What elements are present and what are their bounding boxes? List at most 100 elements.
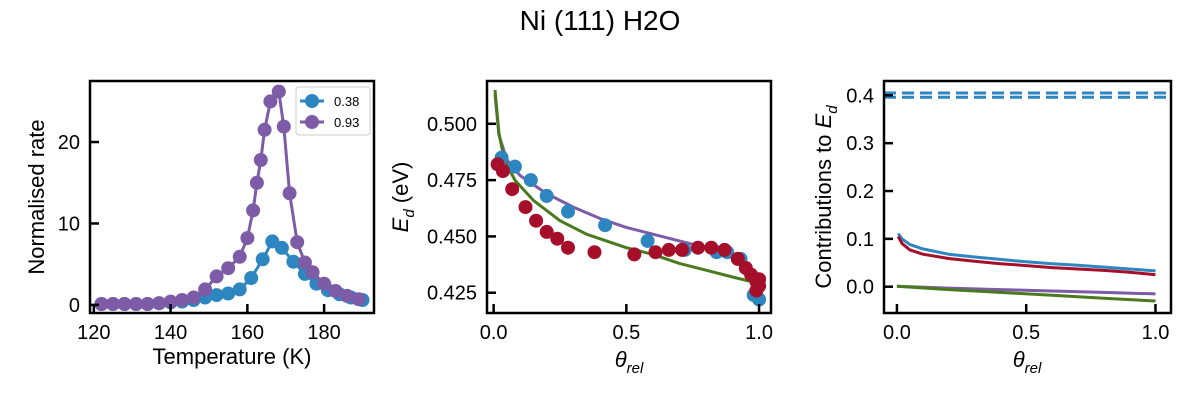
x-tick-label-1: 0.5 bbox=[1012, 322, 1040, 344]
data-point-s0-13 bbox=[244, 271, 259, 285]
x-axis-label: Temperature (K) bbox=[153, 344, 312, 369]
data-point-s1-1 bbox=[106, 297, 120, 311]
panel-ed-vs-theta: 0.0 0.5 1.0 0.425 0.450 0.475 0.500 θrel Ed (e… bbox=[388, 79, 773, 377]
legend-marker-0 bbox=[305, 94, 319, 108]
axis-ticks: 0.0 0.5 1.0 0.425 0.450 0.475 0.500 bbox=[427, 114, 773, 344]
data-point-s1-13 bbox=[240, 231, 255, 246]
scatter-point-s1-13 bbox=[691, 240, 705, 255]
scatter-point-s1-16 bbox=[730, 251, 745, 266]
data-point-s1-26 bbox=[328, 284, 343, 298]
panel-contributions: 0.0 0.5 1.0 0.0 0.1 0.2 0.3 0.4 θrel Contributi… bbox=[811, 79, 1173, 377]
data-point-s1-27 bbox=[340, 288, 355, 303]
scatter-point-s1-3 bbox=[518, 200, 533, 215]
x-tick-label-1: 0.5 bbox=[612, 322, 640, 344]
y-tick-label-0: 0.425 bbox=[427, 283, 477, 305]
plot-area bbox=[884, 91, 1171, 303]
data-point-s1-8 bbox=[186, 290, 201, 305]
x-axis-label: θrel bbox=[615, 347, 644, 377]
x-tick-label-2: 1.0 bbox=[745, 322, 773, 344]
series-line-1 bbox=[493, 89, 760, 286]
y-axis-label: Normalised rate bbox=[24, 119, 49, 274]
y-tick-label-2: 0.2 bbox=[846, 181, 874, 203]
data-point-s1-20 bbox=[276, 119, 291, 134]
scatter-point-s1-8 bbox=[587, 245, 602, 260]
x-tick-label-0: 0.0 bbox=[480, 322, 508, 344]
data-point-s1-11 bbox=[221, 261, 236, 276]
data-point-s1-22 bbox=[290, 235, 305, 250]
scatter-point-s1-12 bbox=[675, 242, 690, 257]
scatter-point-s1-6 bbox=[550, 231, 565, 246]
plot-area bbox=[94, 84, 370, 311]
data-point-s1-18 bbox=[263, 94, 278, 109]
series-line-3 bbox=[896, 284, 1156, 303]
scatter-point-s1-22 bbox=[749, 283, 764, 298]
series-line-1 bbox=[896, 235, 1156, 277]
y-axis-label: Ed (eV) bbox=[388, 162, 418, 233]
scatter-point-s1-10 bbox=[648, 245, 663, 260]
scatter-point-s1-5 bbox=[539, 224, 554, 239]
data-point-s0-12 bbox=[232, 282, 247, 297]
legend-label-1: 0.93 bbox=[334, 115, 359, 130]
data-point-s1-25 bbox=[317, 276, 332, 291]
y-tick-label-4: 0.4 bbox=[846, 85, 874, 107]
y-tick-label-2: 20 bbox=[58, 132, 80, 154]
y-tick-label-1: 0.1 bbox=[846, 229, 874, 251]
data-point-s1-12 bbox=[232, 249, 247, 264]
data-point-s1-15 bbox=[249, 175, 264, 190]
data-point-s1-9 bbox=[198, 282, 213, 297]
data-point-s0-16 bbox=[274, 240, 289, 255]
x-tick-label-0: 0.0 bbox=[883, 322, 911, 344]
legend: 0.38 0.93 bbox=[295, 86, 371, 136]
scatter-point-s1-9 bbox=[627, 247, 642, 262]
data-point-s1-24 bbox=[305, 265, 320, 280]
scatter-point-s0-3 bbox=[539, 188, 554, 203]
plot-area bbox=[490, 89, 767, 307]
data-point-s1-19 bbox=[271, 84, 286, 99]
y-tick-label-0: 0.0 bbox=[846, 277, 874, 299]
x-axis-label: θrel bbox=[1013, 347, 1042, 377]
y-tick-label-1: 0.450 bbox=[427, 226, 477, 248]
axes-frame bbox=[88, 79, 376, 315]
x-tick-label-2: 160 bbox=[231, 322, 264, 344]
data-point-s1-7 bbox=[175, 293, 190, 307]
data-point-s1-28 bbox=[351, 292, 366, 307]
y-tick-label-3: 0.500 bbox=[427, 114, 477, 136]
axes-frame bbox=[485, 79, 773, 315]
axes-frame bbox=[882, 79, 1173, 315]
data-point-s1-0 bbox=[94, 297, 109, 311]
data-point-s1-2 bbox=[117, 297, 132, 311]
data-point-s1-3 bbox=[129, 297, 144, 311]
y-tick-label-3: 0.3 bbox=[846, 133, 874, 155]
axis-ticks: 0.0 0.5 1.0 0.0 0.1 0.2 0.3 0.4 bbox=[846, 85, 1169, 344]
y-axis-label: Contributions to Ed bbox=[811, 105, 841, 289]
data-point-s1-17 bbox=[257, 122, 272, 137]
data-point-s0-17 bbox=[286, 254, 301, 269]
data-point-s0-10 bbox=[209, 288, 224, 303]
scatter-point-s0-6 bbox=[640, 233, 655, 248]
data-point-s1-10 bbox=[209, 269, 224, 284]
scatter-point-s0-2 bbox=[523, 173, 538, 188]
data-point-s1-14 bbox=[246, 203, 261, 218]
series-line-0 bbox=[896, 232, 1156, 273]
y-tick-label-0: 0 bbox=[69, 295, 80, 317]
x-tick-label-3: 180 bbox=[307, 322, 340, 344]
x-tick-label-0: 120 bbox=[77, 322, 110, 344]
data-point-s1-5 bbox=[152, 296, 167, 311]
x-tick-label-1: 140 bbox=[154, 322, 187, 344]
figure-title: Ni (111) H2O bbox=[520, 5, 681, 36]
scatter-point-s0-1 bbox=[507, 159, 522, 174]
scatter-point-s0-5 bbox=[598, 218, 613, 233]
data-point-s1-6 bbox=[163, 294, 178, 309]
scatter-point-s1-1 bbox=[495, 164, 510, 179]
y-tick-label-1: 10 bbox=[58, 213, 80, 235]
legend-label-0: 0.38 bbox=[334, 94, 359, 109]
scatter-point-s1-11 bbox=[661, 242, 676, 257]
scatter-point-s1-7 bbox=[561, 240, 575, 255]
scatter-point-s1-2 bbox=[505, 182, 520, 197]
scatter-point-s0-4 bbox=[561, 204, 575, 219]
data-point-s1-4 bbox=[140, 297, 155, 311]
axis-ticks: 120 140 160 180 0 10 20 bbox=[58, 132, 341, 344]
scatter-point-s1-14 bbox=[704, 240, 719, 255]
y-tick-label-2: 0.475 bbox=[427, 170, 477, 192]
panel-rate-vs-temperature: 120 140 160 180 0 10 20 Temperature (K) Normal… bbox=[24, 79, 376, 369]
